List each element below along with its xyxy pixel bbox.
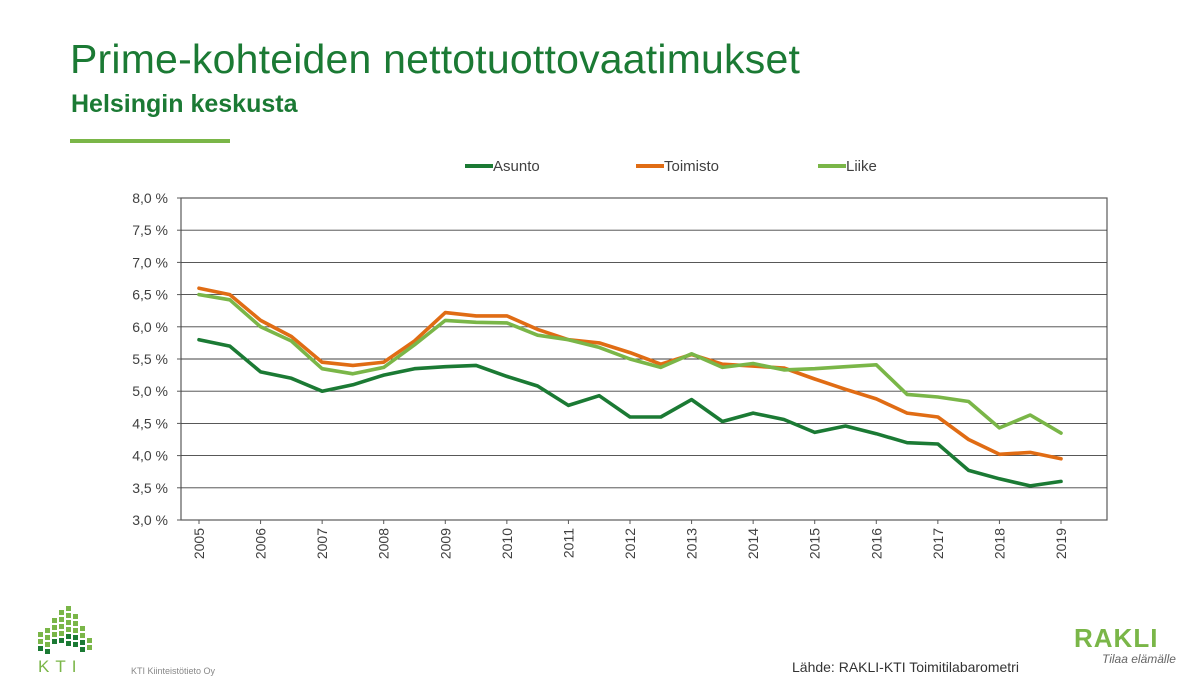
legend-label-toimisto: Toimisto	[664, 158, 719, 175]
x-tick-label: 2006	[253, 528, 269, 559]
rakli-logo: RAKLI Tilaa elämälle	[1074, 624, 1186, 666]
y-tick-label: 5,0 %	[132, 383, 168, 399]
x-tick-label: 2011	[560, 528, 576, 558]
y-tick-label: 4,0 %	[132, 448, 168, 464]
title-underline	[70, 139, 230, 143]
rakli-logo-text: RAKLI	[1074, 623, 1159, 653]
series-line-asunto	[197, 337, 1063, 488]
x-tick-label: 2012	[622, 528, 638, 559]
source-note: Lähde: RAKLI-KTI Toimitilabarometri	[792, 659, 1019, 675]
x-tick-label: 2017	[930, 528, 946, 559]
x-tick-label: 2018	[991, 528, 1007, 559]
page-subtitle: Helsingin keskusta	[71, 90, 298, 118]
series-line-liike	[197, 292, 1063, 435]
kti-logo-text: KTI	[38, 657, 82, 676]
y-tick-label: 3,5 %	[132, 480, 168, 496]
kti-building-icon: KTI	[38, 606, 92, 676]
kti-logo: KTI	[36, 604, 98, 681]
x-tick-label: 2013	[684, 528, 700, 559]
x-tick-label: 2014	[745, 528, 761, 559]
y-tick-label: 5,5 %	[132, 351, 168, 367]
x-tick-label: 2019	[1053, 528, 1069, 559]
y-tick-label: 6,5 %	[132, 287, 168, 303]
y-tick-label: 7,0 %	[132, 254, 168, 270]
page-title: Prime-kohteiden nettotuottovaatimukset	[70, 36, 801, 82]
x-tick-label: 2010	[499, 528, 515, 559]
legend-label-liike: Liike	[846, 158, 877, 175]
x-tick-label: 2015	[807, 528, 823, 559]
y-tick-label: 7,5 %	[132, 222, 168, 238]
x-tick-label: 2016	[868, 528, 884, 559]
y-tick-label: 6,0 %	[132, 319, 168, 335]
y-tick-label: 8,0 %	[132, 190, 168, 206]
kti-company-name: KTI Kiinteistötieto Oy	[131, 666, 216, 676]
y-tick-label: 3,0 %	[132, 512, 168, 528]
series-line-toimisto	[197, 286, 1063, 461]
x-tick-label: 2009	[437, 528, 453, 559]
y-tick-label: 4,5 %	[132, 415, 168, 431]
x-tick-label: 2007	[314, 528, 330, 559]
rakli-tagline: Tilaa elämälle	[1102, 652, 1176, 666]
legend-label-asunto: Asunto	[493, 158, 540, 175]
x-tick-label: 2008	[376, 528, 392, 559]
x-tick-label: 2005	[191, 528, 207, 559]
